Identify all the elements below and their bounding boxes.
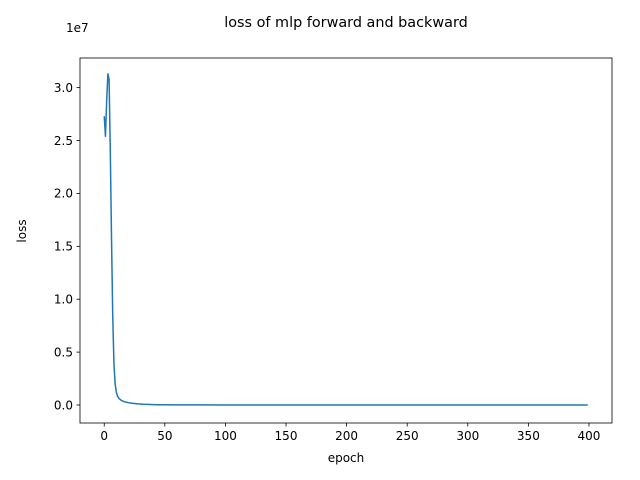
x-axis-label: epoch [328,451,365,465]
loss-line [103,73,588,406]
chart-title: loss of mlp forward and backward [224,15,468,31]
x-tick-label: 100 [214,429,237,443]
y-tick-label: 0.0 [54,398,73,412]
y-tick-label: 1.5 [54,240,73,254]
y-tick-label: 2.5 [54,134,73,148]
x-tick-label: 150 [275,429,298,443]
x-tick-label: 200 [335,429,358,443]
x-tick-label: 300 [456,429,479,443]
x-tick-label: 400 [578,429,601,443]
y-tick-label: 3.0 [54,81,73,95]
x-tick-label: 50 [157,429,172,443]
x-tick-label: 0 [100,429,108,443]
x-tick-label: 350 [517,429,540,443]
y-axis-scale-label: 1e7 [66,21,89,35]
plot-frame [79,57,613,424]
y-axis-label: loss [15,219,29,242]
y-tick-label: 0.5 [54,345,73,359]
x-tick-label: 250 [396,429,419,443]
y-tick-label: 1.0 [54,293,73,307]
y-tick-label: 2.0 [54,187,73,201]
